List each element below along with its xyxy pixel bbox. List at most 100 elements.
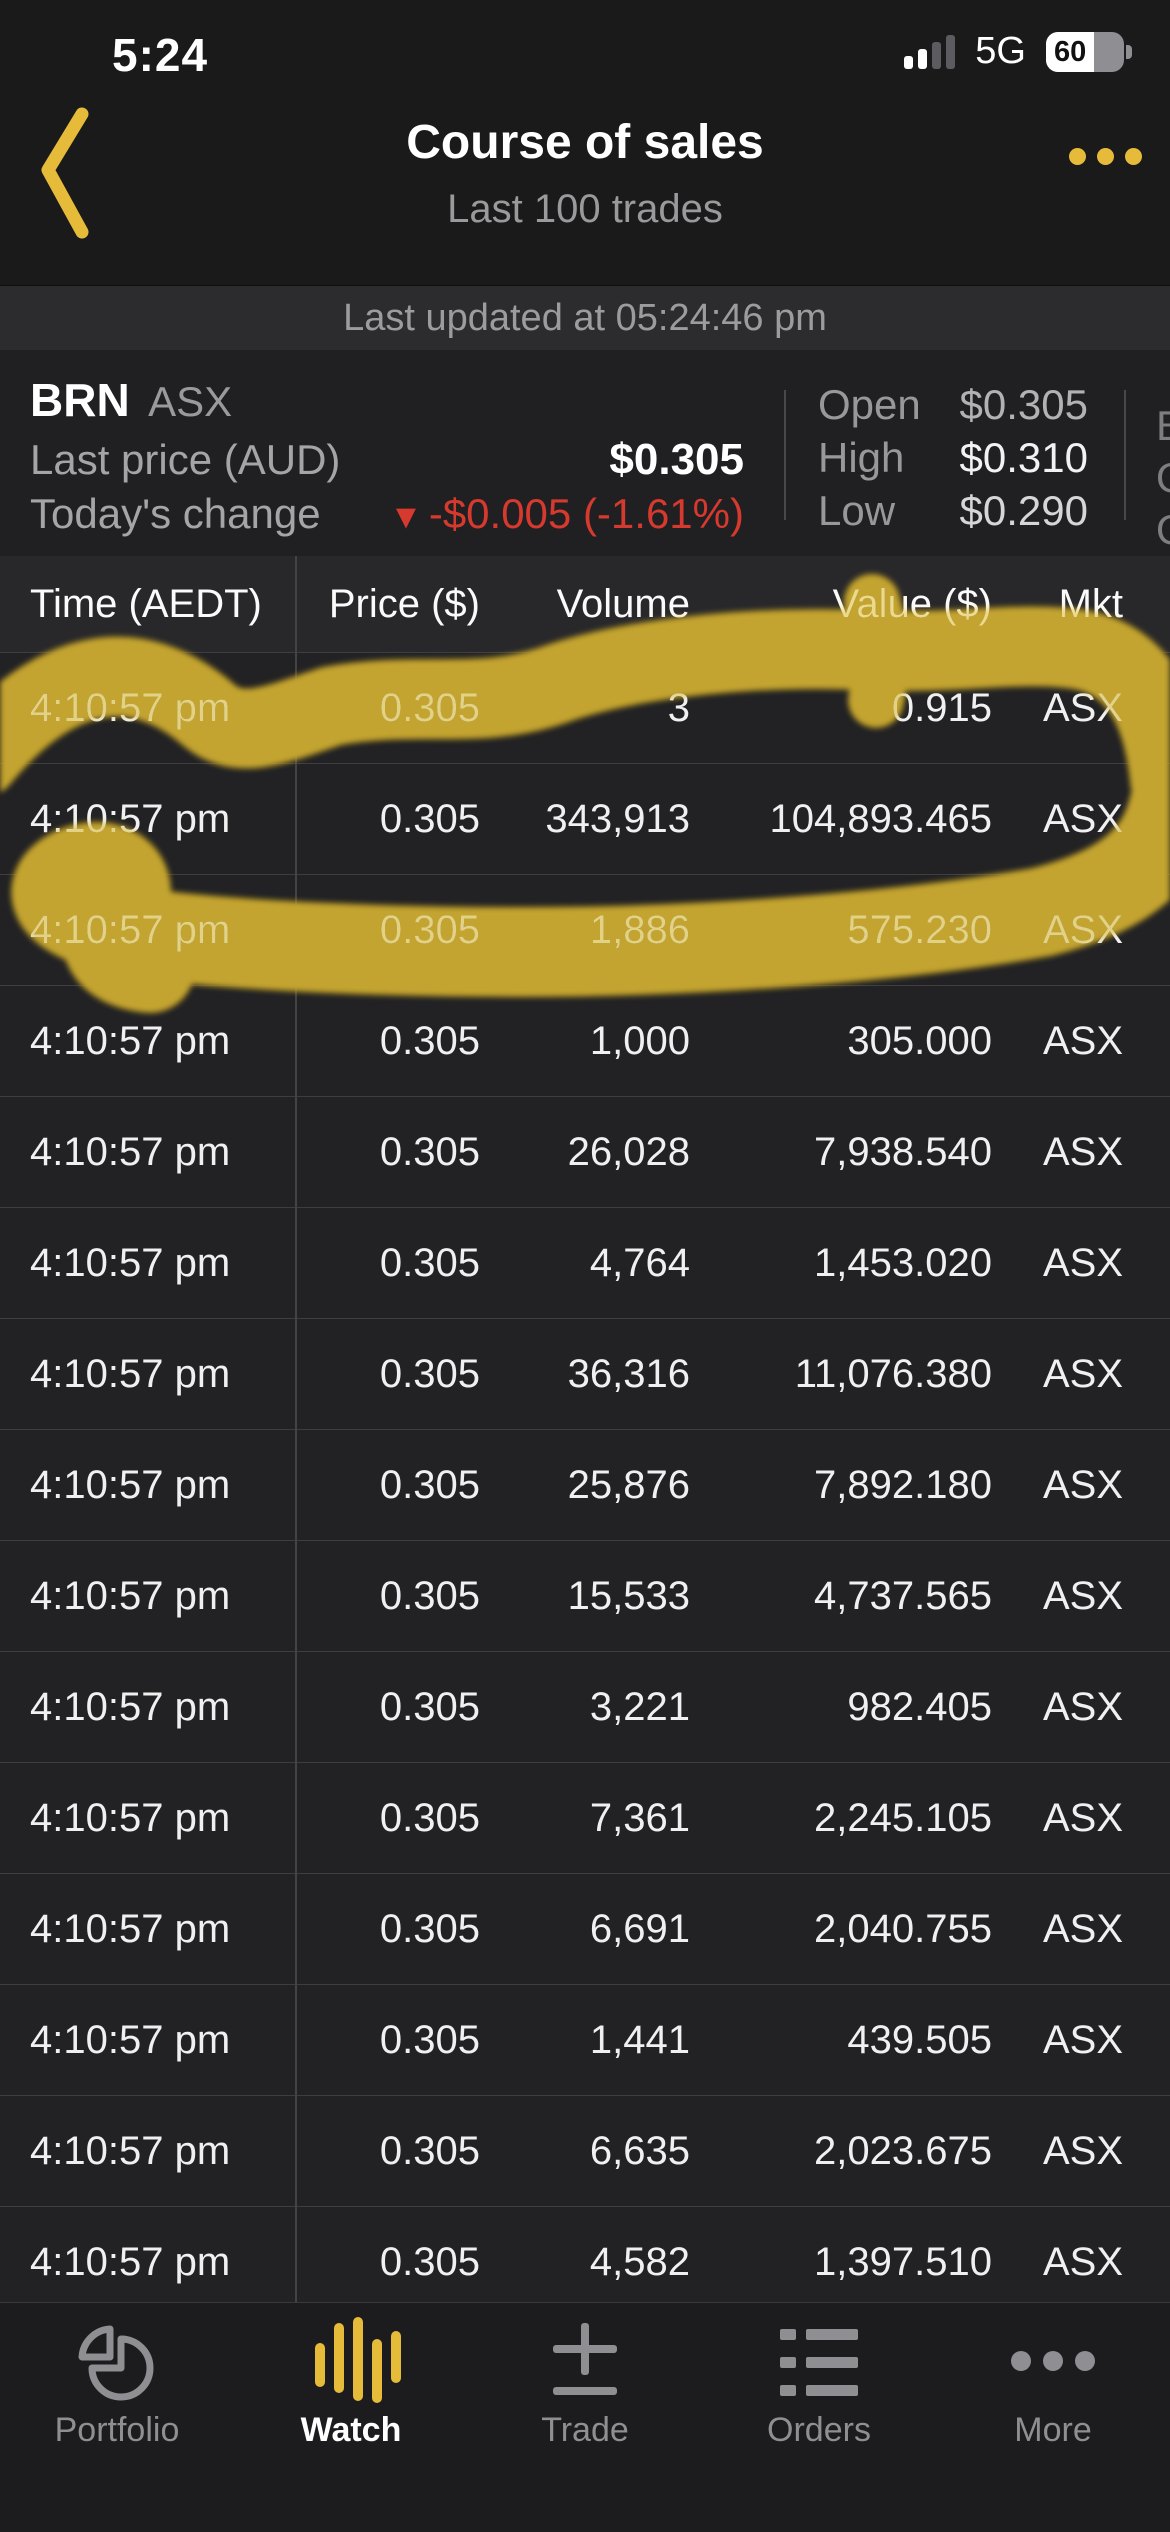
cell-volume: 15,533 — [567, 1573, 690, 1618]
quote-summary: BRN ASX Last price (AUD) $0.305 Today's … — [0, 350, 1170, 556]
cell-volume: 1,000 — [589, 1018, 690, 1063]
cell-price: 0.305 — [379, 1351, 480, 1396]
dot-icon — [1097, 148, 1114, 165]
high-label: High — [818, 434, 905, 481]
cell-price: 0.305 — [379, 1240, 480, 1285]
tab-trade[interactable]: Trade — [468, 2321, 702, 2450]
tab-portfolio[interactable]: Portfolio — [0, 2321, 234, 2450]
trade-plus-icon — [545, 2321, 625, 2407]
col-price: Price ($) — [328, 581, 480, 626]
cell-time: 4:10:57 pm — [30, 1462, 231, 1507]
battery-icon: 60 — [1046, 31, 1132, 72]
back-button[interactable] — [24, 100, 104, 250]
tab-label: Orders — [767, 2411, 871, 2449]
table-row: 4:10:57 pm 0.305 3,221 982.405 ASX — [0, 1651, 1170, 1762]
orders-list-icon — [776, 2321, 862, 2407]
table-row: 4:10:57 pm 0.305 25,876 7,892.180 ASX — [0, 1429, 1170, 1540]
table-row: 4:10:57 pm 0.305 26,028 7,938.540 ASX — [0, 1096, 1170, 1207]
cell-mkt: ASX — [1042, 685, 1123, 730]
tab-label: Watch — [300, 2411, 402, 2449]
cell-price: 0.305 — [379, 1573, 480, 1618]
table-row: 4:10:57 pm 0.305 1,886 575.230 ASX — [0, 874, 1170, 985]
cell-value: 7,892.180 — [814, 1462, 992, 1507]
cell-volume: 3 — [667, 685, 690, 730]
cell-price: 0.305 — [379, 2128, 480, 2173]
cell-value: 305.000 — [847, 1018, 992, 1063]
cell-volume: 1,441 — [589, 2017, 690, 2062]
cell-mkt: ASX — [1042, 1129, 1123, 1174]
cell-mkt: ASX — [1042, 1795, 1123, 1840]
divider — [1124, 390, 1126, 520]
cell-mkt: ASX — [1042, 1240, 1123, 1285]
open-label: Open — [818, 381, 921, 428]
table-row: 4:10:57 pm 0.305 4,582 1,397.510 ASX — [0, 2206, 1170, 2317]
col-time: Time (AEDT) — [30, 581, 262, 626]
cell-mkt: ASX — [1042, 2017, 1123, 2062]
table-row: 4:10:57 pm 0.305 6,691 2,040.755 ASX — [0, 1873, 1170, 1984]
column-divider — [295, 556, 297, 2302]
divider — [784, 390, 786, 520]
cell-mkt: ASX — [1042, 796, 1123, 841]
cell-value: 575.230 — [847, 907, 992, 952]
cell-mkt: ASX — [1042, 1906, 1123, 1951]
exchange-label: ASX — [148, 378, 233, 425]
high-value: $0.310 — [959, 434, 1088, 481]
status-icons: 5G 60 — [904, 30, 1132, 73]
more-options-button[interactable] — [1069, 148, 1142, 165]
cell-time: 4:10:57 pm — [30, 1573, 231, 1618]
watch-bars-icon — [301, 2317, 401, 2407]
cell-mkt: ASX — [1042, 1573, 1123, 1618]
cell-value: 2,040.755 — [814, 1906, 992, 1951]
change-value: ▼ -$0.005 (-1.61%) — [389, 490, 744, 537]
cell-price: 0.305 — [379, 1018, 480, 1063]
cell-mkt: ASX — [1042, 1351, 1123, 1396]
cell-mkt: ASX — [1042, 1684, 1123, 1729]
cellular-signal-icon — [904, 34, 956, 69]
cell-time: 4:10:57 pm — [30, 907, 231, 952]
cell-time: 4:10:57 pm — [30, 1129, 231, 1174]
cell-volume: 4,582 — [589, 2239, 690, 2284]
cell-volume: 25,876 — [567, 1462, 690, 1507]
col-volume: Volume — [556, 581, 690, 626]
cell-price: 0.305 — [379, 1795, 480, 1840]
cell-volume: 26,028 — [567, 1129, 690, 1174]
cell-mkt: ASX — [1042, 1462, 1123, 1507]
more-dots-icon — [1008, 2321, 1098, 2407]
clipped-next-column-fragment: BOO — [1156, 400, 1170, 556]
table-row: 4:10:57 pm 0.305 6,635 2,023.675 ASX — [0, 2095, 1170, 2206]
clock: 5:24 — [112, 29, 209, 81]
col-mkt: Mkt — [1058, 581, 1123, 626]
cell-volume: 6,691 — [589, 1906, 690, 1951]
cell-price: 0.305 — [379, 2239, 480, 2284]
open-value: $0.305 — [959, 381, 1088, 428]
portfolio-pie-icon — [74, 2321, 160, 2407]
table-header: Time (AEDT) Price ($) Volume Value ($) M… — [0, 556, 1170, 652]
last-updated-bar: Last updated at 05:24:46 pm — [0, 285, 1170, 351]
cell-mkt: ASX — [1042, 1018, 1123, 1063]
cell-mkt: ASX — [1042, 907, 1123, 952]
cell-value: 104,893.465 — [769, 796, 992, 841]
table-row: 4:10:57 pm 0.305 3 0.915 ASX — [0, 652, 1170, 763]
table-row: 4:10:57 pm 0.305 343,913 104,893.465 ASX — [0, 763, 1170, 874]
table-row: 4:10:57 pm 0.305 1,000 305.000 ASX — [0, 985, 1170, 1096]
cell-price: 0.305 — [379, 796, 480, 841]
cell-volume: 6,635 — [589, 2128, 690, 2173]
tab-label: Trade — [541, 2411, 629, 2449]
cell-value: 2,023.675 — [814, 2128, 992, 2173]
last-price-label: Last price (AUD) — [30, 436, 341, 483]
tab-orders[interactable]: Orders — [702, 2321, 936, 2450]
tab-watch[interactable]: Watch — [234, 2317, 468, 2450]
page-title: Course of sales — [406, 116, 764, 169]
cell-mkt: ASX — [1042, 2239, 1123, 2284]
cell-time: 4:10:57 pm — [30, 796, 231, 841]
network-type-label: 5G — [975, 30, 1026, 72]
dot-icon — [1069, 148, 1086, 165]
tab-more[interactable]: More — [936, 2321, 1170, 2450]
last-price-value: $0.305 — [609, 435, 744, 484]
cell-time: 4:10:57 pm — [30, 1351, 231, 1396]
cell-price: 0.305 — [379, 685, 480, 730]
cell-time: 4:10:57 pm — [30, 1684, 231, 1729]
col-value: Value ($) — [832, 581, 992, 626]
tab-label: More — [1014, 2411, 1092, 2449]
